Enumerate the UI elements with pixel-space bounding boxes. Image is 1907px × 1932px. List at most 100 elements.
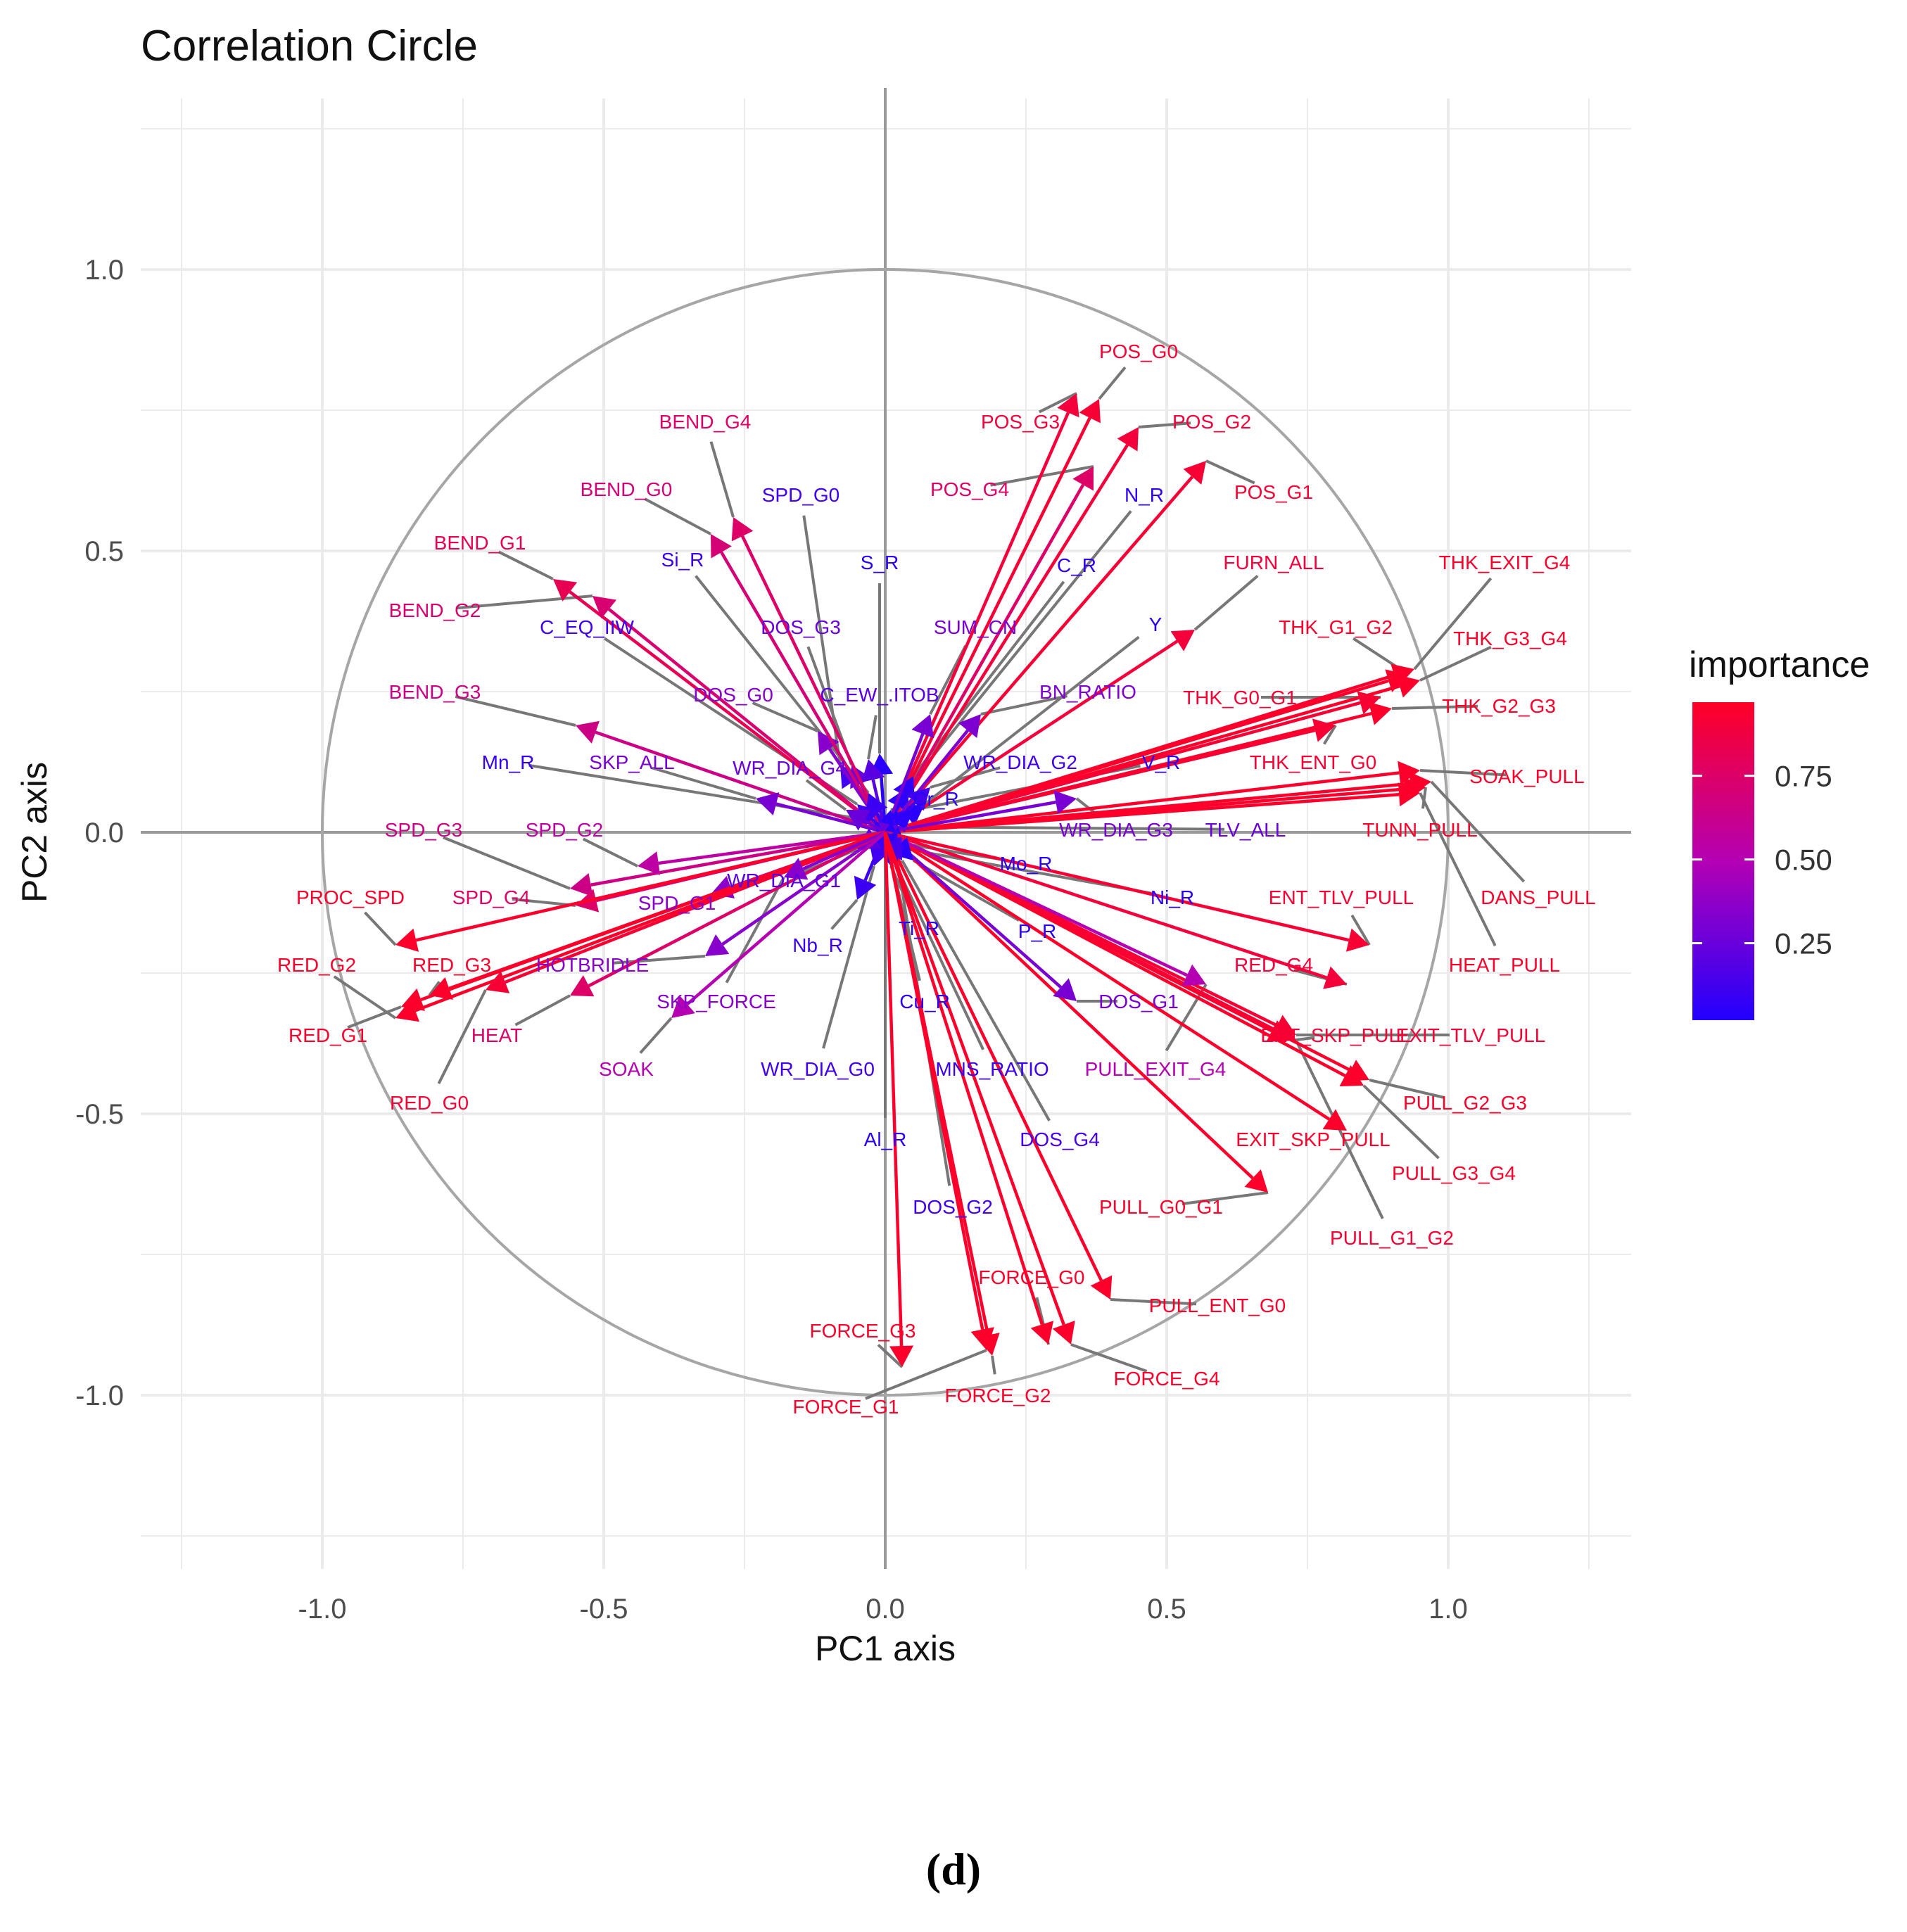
arrow-BEND_G4	[741, 535, 887, 833]
arrow-FORCE_G0	[883, 832, 1044, 1326]
arrowhead-SOAK_PULL	[1398, 761, 1420, 785]
label-SKP_FORCE: SKP_FORCE	[657, 991, 776, 1012]
arrowhead-RED_G4	[1323, 966, 1347, 989]
arrowhead-POS_G0	[1079, 399, 1101, 424]
label-THK_EXIT_G4: THK_EXIT_G4	[1439, 552, 1571, 573]
connector-N_R	[906, 510, 1132, 789]
arrow-DANS_PULL	[885, 782, 1411, 834]
arrowhead-THK_ENT_G0	[1312, 718, 1336, 742]
y-tick-label: -1.0	[75, 1380, 124, 1411]
legend-tick-label: 0.50	[1775, 844, 1832, 877]
y-tick-label: 0.5	[84, 536, 124, 567]
label-Cu_R: Cu_R	[899, 991, 950, 1012]
arrow-SKP_FORCE	[802, 830, 886, 870]
arrow-BEND_G2	[607, 608, 887, 834]
x-tick-label: 0.5	[1147, 1594, 1186, 1625]
arrow-HEAT_PULL	[885, 792, 1400, 834]
connector-MNS_RATIO	[895, 865, 984, 1050]
arrowhead-DANS_PULL	[1409, 771, 1431, 796]
arrow-SKP_ALL	[775, 802, 886, 834]
arrow-SOAK	[686, 831, 887, 1006]
legend-ticks: 0.25 0.50 0.75	[1692, 760, 1832, 960]
connector-POS_G2	[1138, 421, 1191, 428]
connector-BEND_G1	[498, 550, 554, 580]
arrowhead-SKP_FORCE	[784, 858, 809, 880]
arrow-HEAT	[588, 831, 887, 988]
arrowhead-FORCE_G3	[889, 1345, 914, 1367]
label-FORCE_G3: FORCE_G3	[810, 1320, 916, 1342]
label-TLV_ALL: TLV_ALL	[1205, 819, 1286, 841]
label-FURN_ALL: FURN_ALL	[1223, 552, 1324, 573]
label-FORCE_G1: FORCE_G1	[793, 1396, 899, 1418]
arrowhead-PULL_G0_G1	[1244, 1169, 1268, 1193]
arrowhead-RED_G1	[401, 988, 425, 1011]
label-PULL_EXIT_G4: PULL_EXIT_G4	[1085, 1058, 1227, 1080]
arrowhead-Nb_R	[854, 875, 877, 900]
arrowhead-PROC_SPD	[395, 928, 419, 952]
arrowhead-PULL_EXIT_G4	[1181, 964, 1206, 986]
connector-HOTBRIDLE	[613, 955, 706, 965]
arrowhead-PULL_G1_G2	[1272, 1020, 1296, 1042]
connector-RED_G2	[333, 975, 397, 1019]
arrow-PULL_EXIT_G4	[885, 830, 1188, 977]
label-POS_G4: POS_G4	[930, 478, 1009, 500]
connector-DOS_G4	[901, 860, 1051, 1121]
x-axis-label: PC1 axis	[815, 1629, 956, 1668]
x-tick-label: -1.0	[298, 1594, 347, 1625]
arrow-FORCE_G3	[883, 832, 904, 1347]
label-Y: Y	[1149, 614, 1162, 635]
x-tick-label: 1.0	[1428, 1594, 1468, 1625]
label-BN_RATIO: BN_RATIO	[1039, 681, 1136, 703]
label-RED_G4: RED_G4	[1234, 954, 1313, 976]
arrow-SPD_G2	[658, 830, 886, 865]
connector-Y	[923, 635, 1140, 806]
connector-THK_G3_G4	[1419, 645, 1492, 682]
importance-legend: importance 0.25 0.50 0.75	[1689, 644, 1870, 1020]
arrowhead-WR_DIA_G3	[1053, 790, 1077, 814]
label-C_EW_.ITOB: C_EW_.ITOB	[820, 684, 939, 706]
connector-BEND_G2	[455, 595, 593, 610]
arrowhead-FORCE_G1	[970, 1327, 994, 1350]
label-RED_G1: RED_G1	[289, 1024, 367, 1046]
arrowhead-FORCE_G4	[1052, 1321, 1075, 1345]
connector-WR_DIA_G2	[930, 766, 1001, 789]
label-HEAT: HEAT	[471, 1024, 523, 1046]
connector-ENT_TLV_PULL	[1350, 914, 1371, 946]
label-Mo_R: Mo_R	[1000, 853, 1053, 875]
connector-SPD_G2	[582, 837, 638, 868]
label-BEND_G3: BEND_G3	[389, 681, 481, 703]
connector-HEAT_PULL	[1419, 792, 1497, 946]
label-BEND_G4: BEND_G4	[659, 411, 752, 433]
label-connectors	[333, 366, 1526, 1400]
arrowhead-HEAT_PULL	[1398, 782, 1420, 807]
panel-label: (d)	[925, 1844, 982, 1894]
label-BEND_G0: BEND_G0	[581, 478, 673, 500]
label-FORCE_G2: FORCE_G2	[945, 1385, 1051, 1406]
connector-Mn_R	[528, 763, 875, 822]
arrow-RED_G1	[420, 830, 886, 1001]
connector-DOS_G0	[752, 701, 818, 732]
arrowhead-HEAT	[570, 975, 595, 997]
arrowhead-POS_G2	[1117, 427, 1139, 452]
connector-TUNN_PULL	[1421, 787, 1427, 809]
connector-C_EW_.ITOB	[867, 715, 878, 760]
arrowhead-SUM_CN	[911, 714, 935, 739]
connector-RED_G3	[428, 981, 441, 997]
arrowhead-RED_G0	[486, 971, 510, 993]
label-HOTBRIDLE: HOTBRIDLE	[536, 954, 649, 976]
arrowhead-DOS_G1	[1053, 978, 1077, 1001]
arrowhead-SKP_ALL	[756, 792, 780, 816]
arrowhead-PULL_G3_G4	[1339, 1064, 1364, 1086]
arrowhead-SPD_G3	[570, 872, 593, 897]
label-EXIT_TLV_PULL: EXIT_TLV_PULL	[1396, 1024, 1546, 1046]
arrowhead-POS_G4	[1072, 466, 1094, 491]
arrow-FURN_ALL	[884, 640, 1179, 834]
connector-THK_ENT_G0	[1323, 724, 1337, 745]
arrowhead-HOTBRIDLE	[705, 934, 730, 956]
arrowhead-BEND_G4	[731, 517, 754, 542]
legend-title: importance	[1689, 644, 1870, 685]
connector-POS_G3	[1038, 392, 1077, 414]
connector-SPD_G3	[443, 836, 571, 890]
label-MNS_RATIO: MNS_RATIO	[935, 1058, 1048, 1080]
